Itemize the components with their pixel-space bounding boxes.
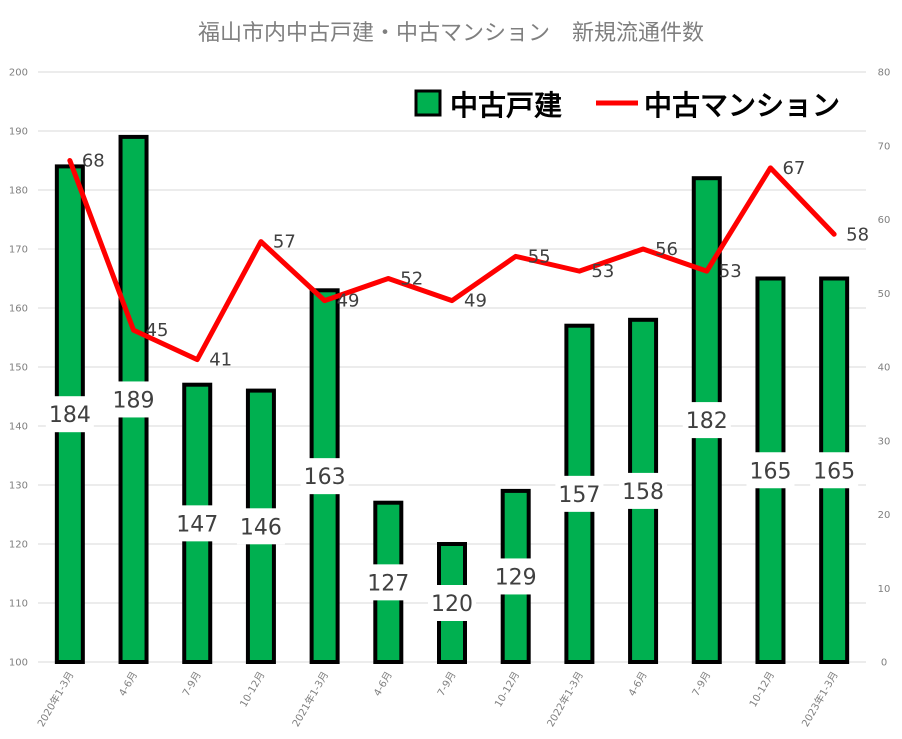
bar-data-label: 129 <box>495 565 537 590</box>
x-tick-label: 10-12月 <box>238 670 268 710</box>
bar-data-label: 163 <box>304 465 346 490</box>
bar-series: 184 189 147 146 163 127 120 129 157 158 182 165 165 <box>45 134 859 665</box>
right-tick-label: 30 <box>878 436 891 447</box>
left-tick-label: 200 <box>9 68 28 79</box>
bar-label-bg <box>810 452 859 489</box>
x-tick-label: 7-9月 <box>690 670 714 699</box>
right-tick-label: 70 <box>878 141 891 152</box>
left-tick-label: 130 <box>9 481 28 492</box>
x-tick-label: 2022年1-3月 <box>544 669 586 729</box>
bar-data-label: 147 <box>176 512 218 537</box>
left-tick-label: 120 <box>9 540 28 551</box>
x-tick-label: 4-6月 <box>371 670 395 699</box>
line-data-label: 58 <box>846 224 869 245</box>
x-tick-label: 10-12月 <box>492 670 522 710</box>
right-tick-label: 80 <box>878 68 891 79</box>
bar-data-label: 146 <box>240 515 282 540</box>
line-data-label: 52 <box>400 269 423 290</box>
right-tick-label: 20 <box>878 510 891 521</box>
bar-data-label: 189 <box>113 388 155 413</box>
bar-data-label: 165 <box>813 459 855 484</box>
bar-data-label: 120 <box>431 592 473 617</box>
line-series: 68 45 41 57 49 52 49 55 53 56 53 67 58 <box>67 151 869 371</box>
right-tick-label: 10 <box>878 584 891 595</box>
bar-data-label: 158 <box>622 480 664 505</box>
left-tick-label: 140 <box>9 422 28 433</box>
bar-data-label: 157 <box>558 483 600 508</box>
right-tick-label: 60 <box>878 215 891 226</box>
bar-label-bg <box>428 585 476 621</box>
right-tick-label: 40 <box>878 363 891 374</box>
line-data-label: 49 <box>337 291 360 312</box>
x-tick-label: 4-6月 <box>626 670 650 699</box>
left-axis: 100 110 120 130 140 150 160 170 180 190 200 <box>9 68 28 669</box>
line-data-label: 41 <box>209 350 232 371</box>
left-tick-label: 190 <box>9 127 28 138</box>
left-tick-label: 180 <box>9 186 28 197</box>
left-tick-label: 170 <box>9 245 28 256</box>
bar-label-bg <box>109 381 158 418</box>
line-data-label: 45 <box>146 320 169 341</box>
gridlines <box>38 71 866 663</box>
bar-label-bg <box>746 452 795 489</box>
left-tick-label: 150 <box>9 363 28 374</box>
bar-label-bg <box>619 472 668 509</box>
bar-label-bg <box>364 564 413 601</box>
bar-data-label: 182 <box>686 409 728 434</box>
bar-label-bg <box>236 508 285 545</box>
line-data-label: 68 <box>82 151 105 172</box>
legend-swatch-bar <box>414 89 442 117</box>
x-tick-label: 7-9月 <box>435 670 459 699</box>
bar-label-bg <box>491 558 540 595</box>
bar-label-bg <box>173 505 222 542</box>
legend-label-bar: 中古戸建 <box>450 89 562 122</box>
line-path <box>67 158 837 363</box>
bar-label-bg <box>45 396 94 433</box>
legend-label-line: 中古マンション <box>644 89 840 122</box>
bar-label-bg <box>300 458 349 495</box>
line-data-label: 49 <box>464 291 487 312</box>
bar-data-label: 165 <box>749 459 791 484</box>
left-tick-label: 160 <box>9 304 28 315</box>
left-tick-label: 100 <box>9 658 28 669</box>
x-axis: 2020年1-3月 4-6月 7-9月 10-12月 2021年1-3月 4-6月 7-9月… <box>34 669 840 729</box>
left-tick-label: 110 <box>9 599 28 610</box>
bar-data-label: 127 <box>367 571 409 596</box>
line-data-label: 57 <box>273 232 296 253</box>
right-tick-label: 0 <box>881 658 887 669</box>
line-data-label: 56 <box>655 239 678 260</box>
x-tick-label: 2021年1-3月 <box>289 669 331 729</box>
x-tick-label: 4-6月 <box>117 670 141 699</box>
line-data-label: 53 <box>591 261 614 282</box>
bar-label-bg <box>555 475 604 512</box>
line-data-label: 55 <box>528 246 551 267</box>
legend: 中古戸建 中古マンション <box>414 89 840 122</box>
right-tick-label: 50 <box>878 289 891 300</box>
bar-label-bg <box>682 402 731 439</box>
line-data-label: 53 <box>719 261 742 282</box>
x-tick-label: 2023年1-3月 <box>799 669 841 729</box>
right-axis: 0 10 20 30 40 50 60 70 80 <box>878 68 891 669</box>
x-tick-label: 10-12月 <box>747 670 777 710</box>
chart-title: 福山市内中古戸建・中古マンション 新規流通件数 <box>198 21 704 46</box>
x-tick-label: 7-9月 <box>180 670 204 699</box>
x-tick-label: 2020年1-3月 <box>34 669 76 729</box>
bar-data-label: 184 <box>49 403 91 428</box>
line-data-label: 67 <box>782 158 805 179</box>
